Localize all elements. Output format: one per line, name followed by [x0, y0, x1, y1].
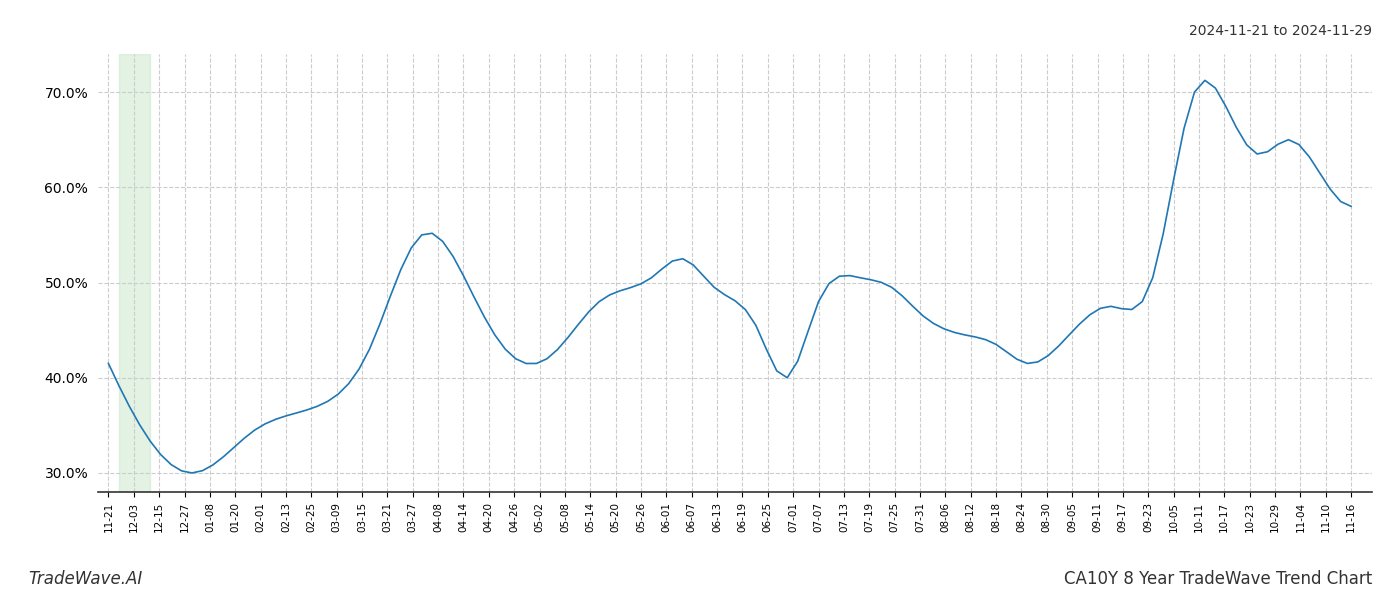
Text: TradeWave.AI: TradeWave.AI [28, 570, 143, 588]
Bar [119, 54, 150, 492]
Text: 2024-11-21 to 2024-11-29: 2024-11-21 to 2024-11-29 [1189, 24, 1372, 38]
Text: CA10Y 8 Year TradeWave Trend Chart: CA10Y 8 Year TradeWave Trend Chart [1064, 570, 1372, 588]
